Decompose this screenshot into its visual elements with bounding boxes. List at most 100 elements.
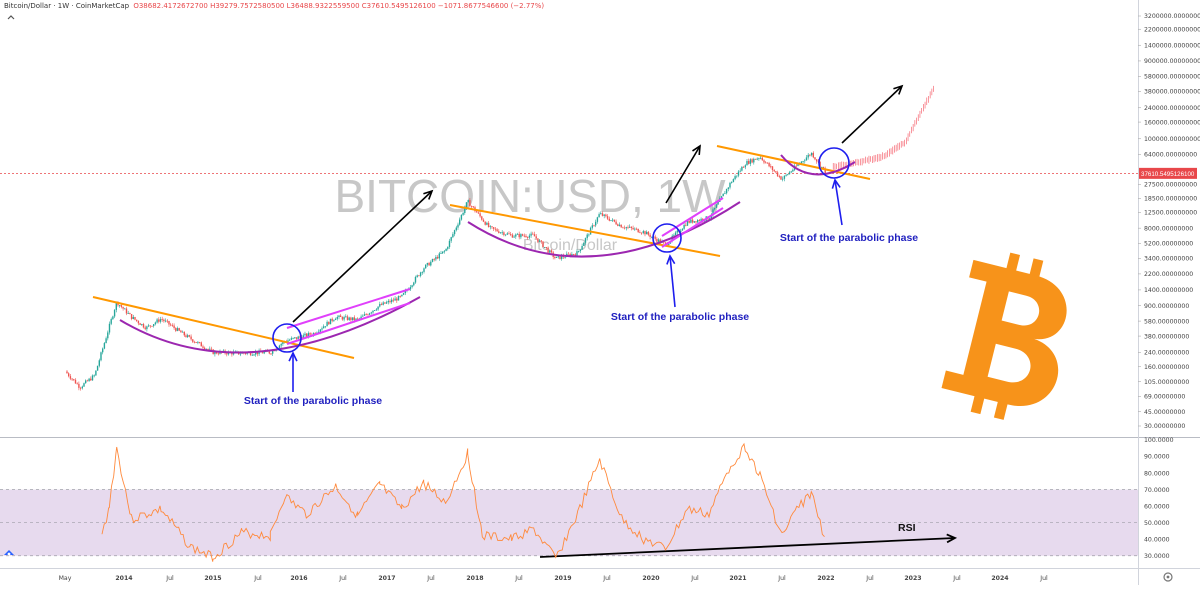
candle-body xyxy=(207,348,209,350)
candle-body xyxy=(639,232,641,234)
candle-body xyxy=(127,313,129,314)
candle-body xyxy=(115,302,117,310)
time-tick-label: Jul xyxy=(165,575,174,582)
candle-body xyxy=(331,318,333,321)
candle-body xyxy=(368,313,371,315)
candle-body xyxy=(66,371,68,374)
candle-body xyxy=(759,157,762,159)
candle-body xyxy=(695,221,697,223)
rsi-tick-label: 60.0000 xyxy=(1144,503,1170,510)
candle-body xyxy=(496,229,498,232)
candle-body xyxy=(770,166,772,168)
candle-body xyxy=(492,227,495,229)
candle-body xyxy=(788,172,791,175)
chevron-up-icon[interactable] xyxy=(6,12,16,22)
price-tick-label: 580000.00000000 xyxy=(1144,74,1200,81)
candle-body xyxy=(365,314,367,316)
parabolic-channel xyxy=(286,302,411,345)
candle-body xyxy=(377,306,379,310)
ohlc-values: O38682.4172672700 H39279.7572580500 L364… xyxy=(133,2,545,10)
candle-body xyxy=(151,325,153,327)
annotations-group: Start of the parabolic phase Start of the… xyxy=(244,232,918,407)
candle-body xyxy=(226,353,228,355)
gear-icon[interactable] xyxy=(1163,572,1173,582)
price-tick-label: 18500.00000000 xyxy=(1144,196,1197,203)
candle-body xyxy=(783,175,786,179)
candle-body xyxy=(452,234,454,238)
candle-body xyxy=(71,378,73,380)
candle-body xyxy=(239,353,242,355)
time-tick-label: 2016 xyxy=(290,575,307,582)
candle-body xyxy=(322,326,325,329)
candle-body xyxy=(447,246,449,249)
candle-body xyxy=(708,218,711,220)
candle-body xyxy=(504,234,507,236)
rsi-trend-arrow xyxy=(539,537,956,558)
candle-body xyxy=(482,219,485,222)
candle-body xyxy=(773,170,775,172)
parabolic-arc xyxy=(780,154,856,176)
candle-body xyxy=(722,193,724,197)
interval-label[interactable]: 1W xyxy=(57,2,70,10)
candle-body xyxy=(717,201,719,205)
candle-body xyxy=(84,380,87,384)
candle-body xyxy=(549,250,551,253)
candle-body xyxy=(329,318,332,325)
candle-body xyxy=(164,320,167,322)
candle-body xyxy=(355,318,357,321)
candle-body xyxy=(185,335,187,338)
candle-body xyxy=(334,318,337,321)
symbol-label[interactable]: Bitcoin/Dollar xyxy=(4,2,52,10)
time-axis: May 2014 Jul 2015 Jul 2016 Jul 2017 Jul 2018 Jul 20… xyxy=(59,575,1048,582)
candle-body xyxy=(521,234,524,236)
projection-arrow-head xyxy=(423,189,434,200)
candle-body xyxy=(499,232,502,234)
candle-body xyxy=(518,233,520,238)
candle-body xyxy=(693,221,695,223)
candle-body xyxy=(460,214,463,220)
candle-body xyxy=(632,227,634,230)
candle-body xyxy=(645,231,648,235)
price-tick-label: 105.00000000 xyxy=(1144,379,1189,386)
candle-body xyxy=(453,230,456,235)
candle-body xyxy=(399,296,401,297)
candle-body xyxy=(402,293,405,295)
candle-body xyxy=(644,231,646,235)
gear-ring xyxy=(1163,572,1173,582)
candle-body xyxy=(100,352,102,361)
candle-body xyxy=(135,319,138,321)
candle-body xyxy=(469,200,471,207)
time-tick-label: Jul xyxy=(952,575,961,582)
candle-body xyxy=(815,159,818,162)
candle-body xyxy=(515,234,517,237)
candle-body xyxy=(606,216,609,219)
time-tick-label: May xyxy=(59,575,72,582)
candle-body xyxy=(751,159,753,163)
candle-body xyxy=(175,328,177,331)
candle-body xyxy=(778,176,780,177)
candle-body xyxy=(435,256,437,260)
candle-body xyxy=(571,254,573,257)
candle-body xyxy=(540,240,542,242)
candle-body xyxy=(685,224,687,226)
candle-body xyxy=(812,152,814,158)
candle-body xyxy=(387,300,389,303)
candle-body xyxy=(200,342,202,347)
candle-body xyxy=(574,254,576,256)
candle-body xyxy=(698,219,701,221)
candle-body xyxy=(280,343,282,346)
candle-body xyxy=(543,246,546,248)
candle-body xyxy=(146,326,148,330)
candle-body xyxy=(214,351,216,355)
price-tick-label: 900.00000000 xyxy=(1144,303,1189,310)
candle-body xyxy=(74,379,77,384)
candle-body xyxy=(785,174,787,176)
candle-body xyxy=(596,217,599,222)
candle-body xyxy=(503,232,505,236)
candle-body xyxy=(202,346,204,348)
candle-body xyxy=(302,335,304,339)
price-tick-label: 69.00000000 xyxy=(1144,394,1185,401)
candle-body xyxy=(183,331,185,336)
phase-pointer-arrow-head xyxy=(831,178,841,189)
candle-body xyxy=(516,233,519,235)
